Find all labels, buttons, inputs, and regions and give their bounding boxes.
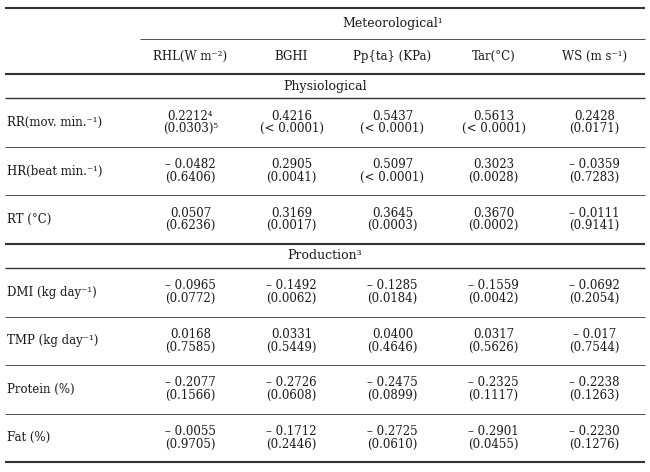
Text: – 0.1712: – 0.1712 bbox=[266, 425, 317, 438]
Text: (< 0.0001): (< 0.0001) bbox=[259, 122, 324, 135]
Text: (0.2054): (0.2054) bbox=[569, 292, 619, 305]
Text: (0.6236): (0.6236) bbox=[165, 219, 216, 232]
Text: – 0.2077: – 0.2077 bbox=[165, 377, 216, 389]
Text: 0.0507: 0.0507 bbox=[170, 207, 211, 220]
Text: – 0.2726: – 0.2726 bbox=[266, 377, 317, 389]
Text: 0.0400: 0.0400 bbox=[372, 328, 413, 341]
Text: (0.4646): (0.4646) bbox=[367, 341, 418, 354]
Text: 0.0317: 0.0317 bbox=[473, 328, 514, 341]
Text: Meteorological¹: Meteorological¹ bbox=[342, 17, 443, 30]
Text: – 0.017: – 0.017 bbox=[573, 328, 616, 341]
Text: (0.5449): (0.5449) bbox=[266, 341, 317, 354]
Text: 0.3645: 0.3645 bbox=[372, 207, 413, 220]
Text: 0.5613: 0.5613 bbox=[473, 110, 514, 123]
Text: Fat (%): Fat (%) bbox=[7, 431, 50, 444]
Text: Protein (%): Protein (%) bbox=[7, 383, 75, 396]
Text: TMP (kg day⁻¹): TMP (kg day⁻¹) bbox=[7, 334, 98, 347]
Text: Production³: Production³ bbox=[288, 249, 362, 262]
Text: 0.3670: 0.3670 bbox=[473, 207, 514, 220]
Text: (0.1117): (0.1117) bbox=[469, 389, 519, 402]
Text: (0.7544): (0.7544) bbox=[569, 341, 619, 354]
Text: 0.5097: 0.5097 bbox=[372, 158, 413, 171]
Text: (0.0610): (0.0610) bbox=[367, 438, 418, 451]
Text: (0.7283): (0.7283) bbox=[569, 171, 619, 184]
Text: (0.0062): (0.0062) bbox=[266, 292, 317, 305]
Text: 0.3169: 0.3169 bbox=[271, 207, 312, 220]
Text: 0.2905: 0.2905 bbox=[271, 158, 312, 171]
Text: RR(mov. min.⁻¹): RR(mov. min.⁻¹) bbox=[7, 116, 102, 129]
Text: Physiological: Physiological bbox=[283, 80, 367, 93]
Text: (0.0455): (0.0455) bbox=[468, 438, 519, 451]
Text: 0.2212⁴: 0.2212⁴ bbox=[168, 110, 213, 123]
Text: (0.9705): (0.9705) bbox=[165, 438, 216, 451]
Text: – 0.2230: – 0.2230 bbox=[569, 425, 620, 438]
Text: – 0.2725: – 0.2725 bbox=[367, 425, 418, 438]
Text: – 0.0692: – 0.0692 bbox=[569, 279, 620, 293]
Text: WS (m s⁻¹): WS (m s⁻¹) bbox=[562, 50, 627, 63]
Text: (0.1566): (0.1566) bbox=[165, 389, 216, 402]
Text: (< 0.0001): (< 0.0001) bbox=[361, 122, 424, 135]
Text: 0.2428: 0.2428 bbox=[574, 110, 615, 123]
Text: (0.0772): (0.0772) bbox=[165, 292, 216, 305]
Text: (< 0.0001): (< 0.0001) bbox=[462, 122, 525, 135]
Text: (0.0003): (0.0003) bbox=[367, 219, 418, 232]
Text: (0.5626): (0.5626) bbox=[468, 341, 519, 354]
Text: – 0.2475: – 0.2475 bbox=[367, 377, 418, 389]
Text: (0.2446): (0.2446) bbox=[266, 438, 317, 451]
Text: (< 0.0001): (< 0.0001) bbox=[361, 171, 424, 184]
Text: 0.4216: 0.4216 bbox=[271, 110, 312, 123]
Text: – 0.2325: – 0.2325 bbox=[468, 377, 519, 389]
Text: (0.1276): (0.1276) bbox=[569, 438, 619, 451]
Text: (0.7585): (0.7585) bbox=[165, 341, 216, 354]
Text: (0.0608): (0.0608) bbox=[266, 389, 317, 402]
Text: – 0.1559: – 0.1559 bbox=[468, 279, 519, 293]
Text: (0.6406): (0.6406) bbox=[165, 171, 216, 184]
Text: – 0.0111: – 0.0111 bbox=[569, 207, 619, 220]
Text: – 0.0359: – 0.0359 bbox=[569, 158, 620, 171]
Text: DMI (kg day⁻¹): DMI (kg day⁻¹) bbox=[7, 286, 97, 299]
Text: (0.0017): (0.0017) bbox=[266, 219, 317, 232]
Text: – 0.0965: – 0.0965 bbox=[165, 279, 216, 293]
Text: HR(beat min.⁻¹): HR(beat min.⁻¹) bbox=[7, 165, 103, 177]
Text: 0.5437: 0.5437 bbox=[372, 110, 413, 123]
Text: (0.0171): (0.0171) bbox=[569, 122, 619, 135]
Text: – 0.2901: – 0.2901 bbox=[468, 425, 519, 438]
Text: 0.3023: 0.3023 bbox=[473, 158, 514, 171]
Text: (0.0899): (0.0899) bbox=[367, 389, 418, 402]
Text: Tar(°C): Tar(°C) bbox=[472, 50, 515, 63]
Text: (0.9141): (0.9141) bbox=[569, 219, 619, 232]
Text: (0.0002): (0.0002) bbox=[468, 219, 519, 232]
Text: – 0.1285: – 0.1285 bbox=[367, 279, 418, 293]
Text: Pp{ta} (KPa): Pp{ta} (KPa) bbox=[354, 50, 432, 63]
Text: – 0.0055: – 0.0055 bbox=[165, 425, 216, 438]
Text: – 0.2238: – 0.2238 bbox=[569, 377, 619, 389]
Text: (0.0303)⁵: (0.0303)⁵ bbox=[163, 122, 218, 135]
Text: – 0.0482: – 0.0482 bbox=[165, 158, 216, 171]
Text: RT (°C): RT (°C) bbox=[7, 213, 51, 226]
Text: 0.0331: 0.0331 bbox=[271, 328, 312, 341]
Text: (0.0042): (0.0042) bbox=[468, 292, 519, 305]
Text: (0.0028): (0.0028) bbox=[469, 171, 519, 184]
Text: (0.1263): (0.1263) bbox=[569, 389, 619, 402]
Text: 0.0168: 0.0168 bbox=[170, 328, 211, 341]
Text: (0.0041): (0.0041) bbox=[266, 171, 317, 184]
Text: RHL(W m⁻²): RHL(W m⁻²) bbox=[153, 50, 228, 63]
Text: – 0.1492: – 0.1492 bbox=[266, 279, 317, 293]
Text: BGHI: BGHI bbox=[275, 50, 308, 63]
Text: (0.0184): (0.0184) bbox=[367, 292, 417, 305]
